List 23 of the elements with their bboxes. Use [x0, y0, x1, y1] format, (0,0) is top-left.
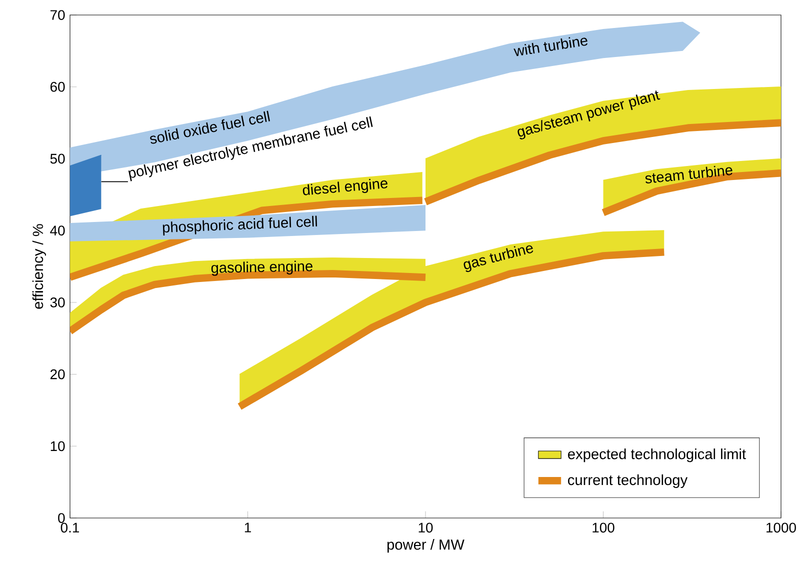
x-axis-title: power / MW — [387, 539, 464, 553]
y-tick-label: 10 — [50, 441, 65, 452]
annotation: with turbine — [514, 37, 588, 56]
annotation: gasoline engine — [211, 260, 312, 276]
y-axis-title: efficiency / % — [32, 224, 46, 309]
y-tick-label: 60 — [50, 82, 65, 92]
annotation: diesel engine — [302, 178, 388, 196]
annotation: steam turbine — [645, 166, 732, 184]
y-tick-label: 20 — [50, 369, 65, 380]
x-tick-label: 1 — [244, 522, 251, 532]
x-tick-label: 10 — [418, 522, 433, 533]
y-tick-label: 0 — [58, 513, 65, 523]
annotation: phosphoric acid fuel cell — [162, 216, 318, 236]
x-tick-label: 1000 — [766, 522, 796, 533]
legend-label: current technology — [568, 474, 688, 488]
x-tick-label: 100 — [592, 522, 614, 533]
y-tick-label: 70 — [50, 10, 65, 20]
y-tick-label: 30 — [50, 298, 65, 308]
y-tick-label: 50 — [50, 154, 65, 164]
x-tick-label: 0.1 — [60, 522, 79, 533]
annotation: gas turbine — [464, 245, 534, 272]
legend-label: expected technological limit — [568, 448, 746, 462]
y-tick-label: 40 — [50, 226, 65, 236]
